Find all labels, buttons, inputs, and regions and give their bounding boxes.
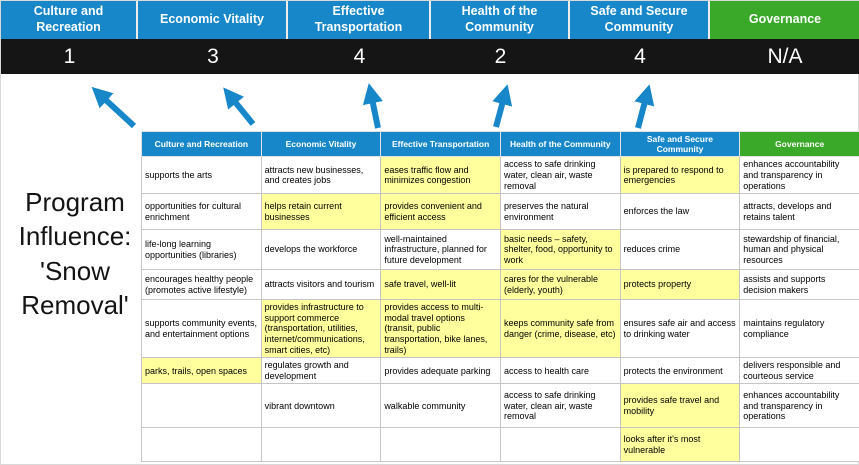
matrix-cell: provides safe travel and mobility [619,383,741,429]
matrix-cell [141,427,262,463]
matrix-cell: assists and supports decision makers [739,269,859,301]
matrix-cell: reduces crime [619,229,741,271]
matrix-cell: eases traffic flow and minimizes congest… [380,156,501,195]
table-row: looks after it's most vulnerable [141,427,859,463]
matrix-cell [380,427,501,463]
score-column-label: Governance [710,1,859,39]
page-title: Program Influence: 'Snow Removal' [18,187,132,320]
influence-arrow [492,84,513,128]
score-value: 2 [494,44,507,68]
matrix-cell: enforces the law [619,193,741,231]
matrix-cell: protects the environment [619,357,741,385]
matrix-header: Governance [739,130,859,158]
matrix-cell: delivers responsible and courteous servi… [739,357,859,385]
matrix-cell: well-maintained infrastructure, planned … [380,229,501,271]
matrix-cell: provides access to multi-modal travel op… [380,299,501,359]
matrix-cell: helps retain current businesses [260,193,382,231]
matrix-cell: stewardship of financial, human and phys… [739,229,859,271]
influence-arrow [362,83,383,129]
matrix-cell: opportunities for cultural enrichment [141,193,262,231]
score-value: N/A [767,44,803,68]
table-row: life-long learning opportunities (librar… [141,229,859,271]
matrix-header: Effective Transportation [380,130,501,158]
matrix-cell: cares for the vulnerable (elderly, youth… [499,269,621,301]
scoreboard-labels-row: Culture and Recreation Economic Vitality E… [1,1,859,39]
matrix-cell: preserves the natural environment [499,193,621,231]
table-row: encourages healthy people (promotes acti… [141,269,859,301]
matrix-cell: safe travel, well-lit [380,269,501,301]
score-value: 1 [63,44,76,68]
table-row: vibrant downtown walkable community access… [141,383,859,429]
matrix-header: Economic Vitality [260,130,382,158]
matrix-body: supports the arts attracts new businesses… [141,156,859,463]
score-column-label: Health of the Community [431,1,570,39]
scoreboard-values-row: 1 3 4 2 4 N/A [1,39,859,74]
score-value: 4 [634,44,646,68]
matrix-header: Health of the Community [499,130,621,158]
table-row: supports community events, and entertain… [141,299,859,359]
matrix-cell [739,427,859,463]
matrix-cell: keeps community safe from danger (crime,… [499,299,621,359]
matrix-header-row: Culture and Recreation Economic Vitality E… [141,130,859,158]
matrix-cell: access to health care [499,357,621,385]
matrix-cell: supports the arts [141,156,262,195]
matrix-cell: attracts new businesses, and creates job… [260,156,382,195]
score-value: 3 [207,44,219,68]
matrix-cell: is prepared to respond to emergencies [619,156,741,195]
matrix-cell: encourages healthy people (promotes acti… [141,269,262,301]
matrix-cell: attracts visitors and tourism [260,269,382,301]
arrows-layer [91,83,655,129]
matrix-cell: provides adequate parking [380,357,501,385]
matrix-cell [141,383,262,429]
score-column-label: Economic Vitality [138,1,288,39]
matrix: Culture and Recreation Economic Vitality E… [141,130,859,463]
matrix-cell: life-long learning opportunities (librar… [141,229,262,271]
matrix-cell: enhances accountability and transparency… [739,156,859,195]
influence-arrow [91,86,137,129]
matrix-cell: supports community events, and entertain… [141,299,262,359]
influence-arrow [634,84,655,129]
matrix-cell: access to safe drinking water, clean air… [499,383,621,429]
matrix-cell [499,427,621,463]
influence-arrow [223,87,256,126]
matrix-cell: attracts, develops and retains talent [739,193,859,231]
matrix-cell: protects property [619,269,741,301]
matrix-header: Culture and Recreation [141,130,262,158]
score-column-label: Effective Transportation [288,1,431,39]
score-column-label: Culture and Recreation [1,1,138,39]
matrix-cell: provides convenient and efficient access [380,193,501,231]
matrix-cell: vibrant downtown [260,383,382,429]
table-row: supports the arts attracts new businesses… [141,156,859,195]
matrix-cell: walkable community [380,383,501,429]
matrix-cell: develops the workforce [260,229,382,271]
table-row: parks, trails, open spaces regulates grow… [141,357,859,385]
score-value: 4 [353,44,366,68]
matrix-cell: basic needs – safety, shelter, food, opp… [499,229,621,271]
table-row: opportunities for cultural enrichment hel… [141,193,859,231]
matrix-cell: maintains regulatory compliance [739,299,859,359]
matrix-cell: parks, trails, open spaces [141,357,262,385]
matrix-cell: looks after it's most vulnerable [619,427,741,463]
matrix-cell: enhances accountability and transparency… [739,383,859,429]
matrix-cell: provides infrastructure to support comme… [260,299,382,359]
score-column-label: Safe and Secure Community [570,1,710,39]
matrix-cell: regulates growth and development [260,357,382,385]
matrix-cell [260,427,382,463]
matrix-cell: access to safe drinking water, clean air… [499,156,621,195]
matrix-header: Safe and Secure Community [619,130,741,158]
matrix-cell: ensures safe air and access to drinking … [619,299,741,359]
